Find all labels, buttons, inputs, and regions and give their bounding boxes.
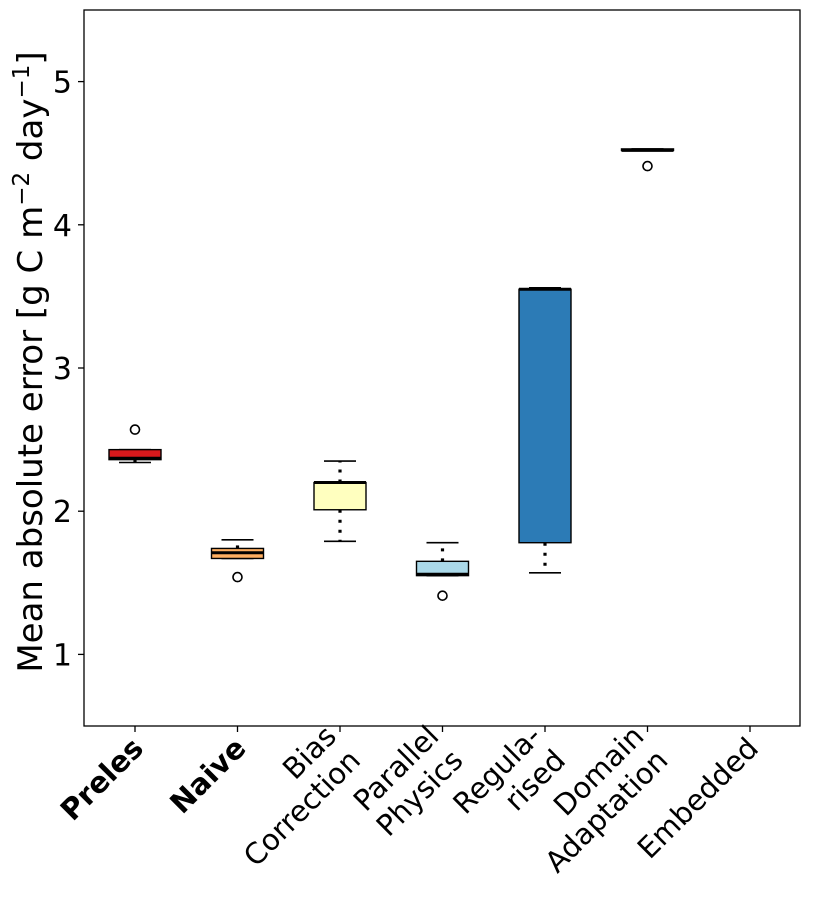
y-axis-title-part: −1: [9, 65, 35, 99]
outlier-point: [129, 424, 141, 435]
y-axis-title: Mean absolute error [g C m−2 day−1]: [9, 51, 51, 672]
box-1: [108, 424, 162, 464]
x-category-label: Regula-rised: [446, 719, 572, 845]
y-axis-title-part: Mean absolute error [g C m: [11, 206, 51, 673]
outlier-point: [232, 571, 243, 583]
box-iqr: [313, 481, 367, 511]
x-category-label: Preles: [54, 731, 150, 827]
y-tick-label: 5: [53, 66, 72, 101]
y-axis-title-part: ]: [11, 51, 51, 64]
y-axis-title-part: day: [11, 99, 51, 172]
box-5: [518, 287, 572, 574]
outlier-point: [437, 590, 448, 601]
y-axis-title-part: −2: [9, 172, 35, 206]
y-tick-label: 4: [53, 209, 72, 244]
box-iqr: [518, 288, 572, 544]
y-tick-label: 1: [53, 638, 72, 673]
box-2: [210, 539, 265, 583]
outlier-point: [642, 160, 653, 172]
x-category-label: ParallelPhysics: [346, 719, 470, 843]
y-tick-label: 3: [53, 352, 72, 387]
plot-frame: [83, 9, 801, 727]
y-tick-label: 2: [53, 495, 72, 530]
box-3: [313, 460, 367, 543]
box-6: [620, 148, 675, 172]
x-category-label-line: Preles: [54, 731, 150, 827]
box-4: [415, 541, 470, 601]
x-category-label-line: Naive: [163, 731, 252, 820]
x-category-label: Naive: [163, 731, 252, 820]
